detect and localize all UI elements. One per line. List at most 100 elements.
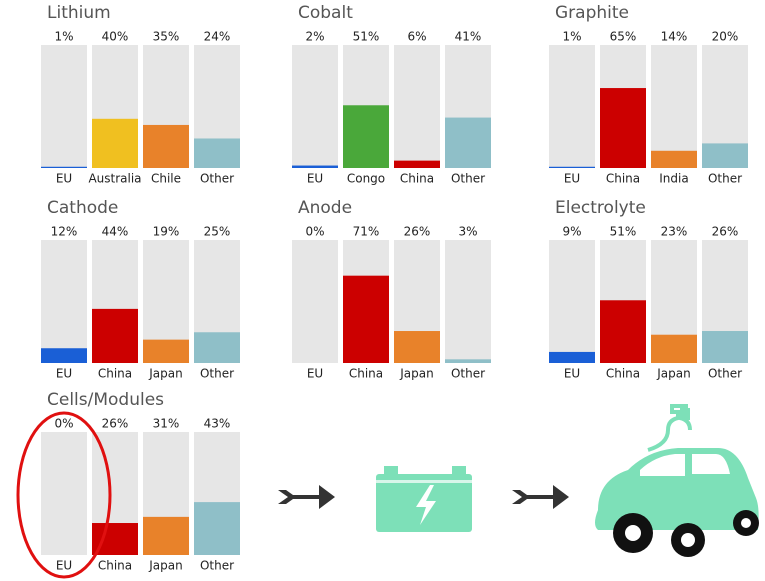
category-label: Japan bbox=[148, 367, 182, 381]
bar bbox=[445, 359, 491, 363]
bar bbox=[445, 117, 491, 168]
bar bbox=[143, 339, 189, 363]
value-label: 40% bbox=[102, 30, 129, 44]
bar bbox=[702, 331, 748, 363]
value-label: 44% bbox=[102, 225, 129, 239]
category-label: China bbox=[606, 367, 640, 381]
category-label: Other bbox=[200, 559, 234, 573]
value-label: 9% bbox=[562, 225, 581, 239]
category-label: EU bbox=[564, 172, 580, 186]
car-icon bbox=[595, 404, 759, 557]
bar-background bbox=[445, 240, 491, 363]
bar bbox=[292, 165, 338, 168]
category-label: Japan bbox=[399, 367, 433, 381]
bar-background bbox=[651, 45, 697, 168]
bar-background bbox=[549, 45, 595, 168]
value-label: 41% bbox=[455, 30, 482, 44]
bar bbox=[651, 150, 697, 168]
category-label: EU bbox=[56, 559, 72, 573]
category-label: India bbox=[659, 172, 688, 186]
value-label: 2% bbox=[305, 30, 324, 44]
value-label: 26% bbox=[712, 225, 739, 239]
battery-icon bbox=[376, 466, 472, 532]
value-label: 3% bbox=[458, 225, 477, 239]
value-label: 0% bbox=[54, 417, 73, 431]
bar bbox=[143, 516, 189, 555]
value-label: 51% bbox=[353, 30, 380, 44]
bar bbox=[92, 308, 138, 363]
category-label: China bbox=[606, 172, 640, 186]
bar-background bbox=[41, 432, 87, 555]
arrow bbox=[512, 485, 569, 509]
bar bbox=[92, 118, 138, 168]
value-label: 65% bbox=[610, 30, 637, 44]
value-label: 14% bbox=[661, 30, 688, 44]
category-label: China bbox=[98, 367, 132, 381]
value-label: 0% bbox=[305, 225, 324, 239]
value-label: 25% bbox=[204, 225, 231, 239]
bar bbox=[194, 332, 240, 363]
category-label: Chile bbox=[151, 172, 181, 186]
chart-title: Lithium bbox=[47, 3, 111, 23]
category-label: China bbox=[98, 559, 132, 573]
bar-background bbox=[292, 240, 338, 363]
value-label: 20% bbox=[712, 30, 739, 44]
value-label: 35% bbox=[153, 30, 180, 44]
category-label: Congo bbox=[347, 172, 385, 186]
bar bbox=[41, 166, 87, 168]
arrow bbox=[278, 485, 335, 509]
bar-background bbox=[549, 240, 595, 363]
value-label: 12% bbox=[51, 225, 78, 239]
value-label: 26% bbox=[102, 417, 129, 431]
category-label: Australia bbox=[88, 172, 141, 186]
bar bbox=[41, 348, 87, 363]
category-label: Other bbox=[200, 367, 234, 381]
category-label: China bbox=[349, 367, 383, 381]
bar bbox=[600, 88, 646, 168]
charts: Lithium 1% EU 40% Australia 35% Chile 24% Other C… bbox=[41, 3, 748, 573]
bar-background bbox=[41, 45, 87, 168]
category-label: EU bbox=[56, 367, 72, 381]
category-label: China bbox=[400, 172, 434, 186]
chart-title: Electrolyte bbox=[555, 198, 646, 218]
highlight-ellipse bbox=[16, 411, 112, 579]
value-label: 1% bbox=[54, 30, 73, 44]
bar bbox=[394, 160, 440, 168]
bar-background bbox=[41, 240, 87, 363]
value-label: 51% bbox=[610, 225, 637, 239]
bar-background bbox=[394, 45, 440, 168]
category-label: Japan bbox=[656, 367, 690, 381]
chart-title: Cobalt bbox=[298, 3, 353, 23]
category-label: EU bbox=[307, 367, 323, 381]
category-label: Other bbox=[451, 172, 485, 186]
bar bbox=[343, 275, 389, 363]
value-label: 31% bbox=[153, 417, 180, 431]
bar bbox=[194, 138, 240, 168]
bar bbox=[343, 105, 389, 168]
value-label: 1% bbox=[562, 30, 581, 44]
bar bbox=[600, 300, 646, 363]
chart-title: Cathode bbox=[47, 198, 118, 218]
value-label: 71% bbox=[353, 225, 380, 239]
bar bbox=[549, 351, 595, 363]
bar-background bbox=[292, 45, 338, 168]
category-label: Other bbox=[451, 367, 485, 381]
category-label: EU bbox=[56, 172, 72, 186]
category-label: EU bbox=[307, 172, 323, 186]
category-label: Other bbox=[708, 172, 742, 186]
category-label: Other bbox=[200, 172, 234, 186]
value-label: 43% bbox=[204, 417, 231, 431]
chart-title: Graphite bbox=[555, 3, 629, 23]
bar bbox=[702, 143, 748, 168]
value-label: 24% bbox=[204, 30, 231, 44]
value-label: 23% bbox=[661, 225, 688, 239]
category-label: Other bbox=[708, 367, 742, 381]
value-label: 26% bbox=[404, 225, 431, 239]
value-label: 6% bbox=[407, 30, 426, 44]
bar bbox=[143, 124, 189, 168]
bar bbox=[651, 334, 697, 363]
category-label: Japan bbox=[148, 559, 182, 573]
chart-title: Anode bbox=[298, 198, 352, 218]
chart-title: Cells/Modules bbox=[47, 390, 164, 410]
